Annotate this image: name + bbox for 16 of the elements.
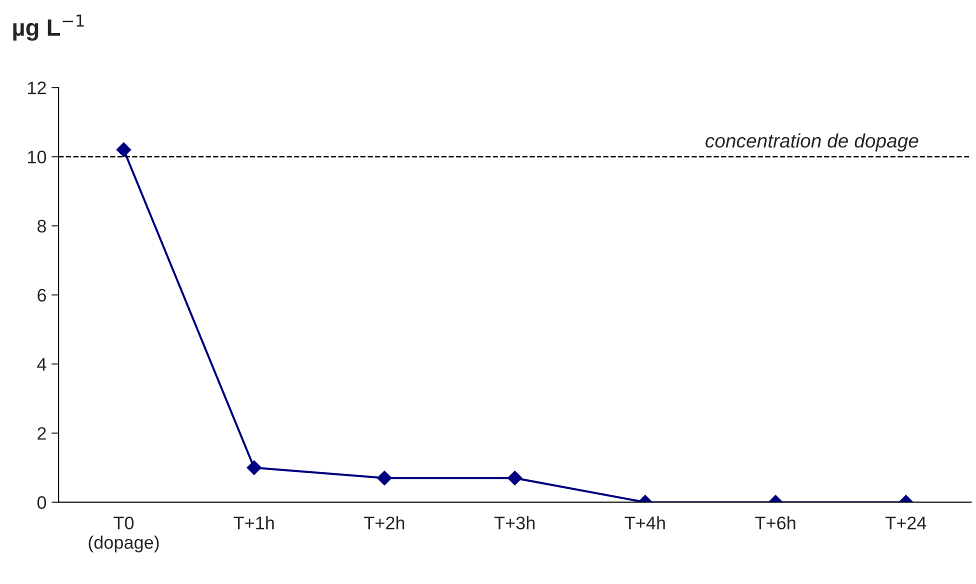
x-tick-label: T+6h	[755, 516, 796, 530]
y-tick-label: 0	[37, 496, 46, 509]
x-tick-label: T+1h	[234, 516, 274, 530]
y-tick-label: 12	[28, 82, 46, 94]
x-tick-label: T0 (dopage)	[88, 516, 159, 552]
y-tick-label: 6	[38, 288, 46, 302]
x-tick-label: T+2h	[364, 516, 404, 530]
y-tick-label: 10	[28, 150, 46, 164]
y-tick-label: 8	[38, 220, 46, 233]
x-tick-label: T+4h	[624, 516, 665, 530]
y-axis-title: µg L$^{−1}$	[13, 14, 84, 41]
x-tick-label: T+24	[886, 516, 926, 530]
ref-line-label: concentration de dopage	[706, 133, 918, 152]
y-tick-label: 4	[37, 358, 46, 371]
y-tick-label: 2	[38, 427, 46, 440]
x-tick-label: T+3h	[494, 516, 534, 530]
